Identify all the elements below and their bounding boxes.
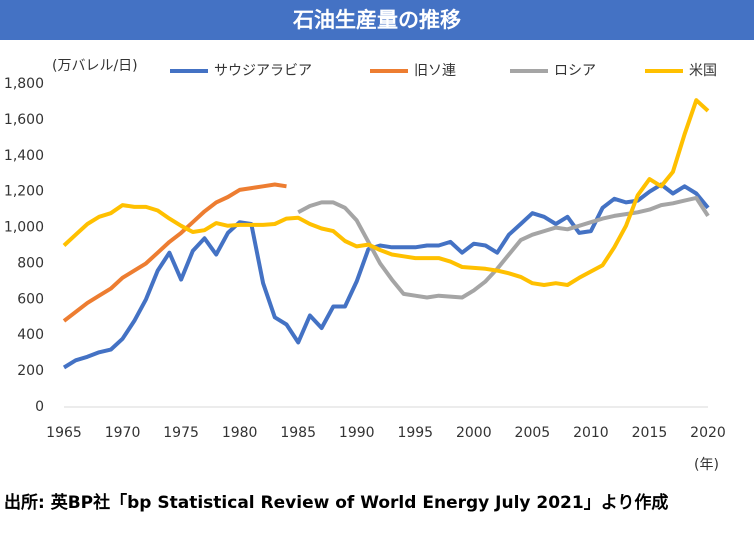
series-line xyxy=(62,98,710,287)
x-tick-label: 1975 xyxy=(163,425,199,441)
y-tick-label: 600 xyxy=(17,291,44,307)
x-tick-label: 2005 xyxy=(515,425,551,441)
legend-label: 米国 xyxy=(689,63,717,79)
y-tick-label: 1,000 xyxy=(4,220,44,236)
legend-label: 旧ソ連 xyxy=(414,63,456,79)
x-axis-label: (年) xyxy=(694,457,719,473)
y-tick-label: 200 xyxy=(17,363,44,379)
x-tick-label: 1990 xyxy=(339,425,375,441)
x-tick-label: 1980 xyxy=(222,425,258,441)
series-line xyxy=(62,182,710,370)
x-tick-label: 2020 xyxy=(690,425,726,441)
legend-label: ロシア xyxy=(554,63,596,79)
y-tick-label: 1,600 xyxy=(4,112,44,128)
y-axis-label: (万バレル/日) xyxy=(52,58,138,74)
x-tick-label: 1985 xyxy=(280,425,316,441)
y-tick-label: 0 xyxy=(35,399,44,415)
y-tick-label: 1,400 xyxy=(4,148,44,164)
legend-label: サウジアラビア xyxy=(214,63,312,79)
x-tick-label: 2010 xyxy=(573,425,609,441)
y-tick-label: 800 xyxy=(17,255,44,271)
y-tick-label: 1,200 xyxy=(4,184,44,200)
title-banner xyxy=(0,0,754,40)
source-note: 出所: 英BP社「bp Statistical Review of World … xyxy=(4,492,668,513)
y-tick-label: 400 xyxy=(17,327,44,343)
series-line xyxy=(62,182,287,323)
x-tick-label: 1970 xyxy=(105,425,141,441)
x-tick-label: 2000 xyxy=(456,425,492,441)
x-tick-label: 2015 xyxy=(632,425,668,441)
series-line xyxy=(297,195,710,300)
x-tick-label: 1995 xyxy=(397,425,433,441)
chart-title: 石油生産量の推移 xyxy=(292,8,461,32)
y-tick-label: 1,800 xyxy=(4,76,44,92)
x-tick-label: 1965 xyxy=(46,425,82,441)
